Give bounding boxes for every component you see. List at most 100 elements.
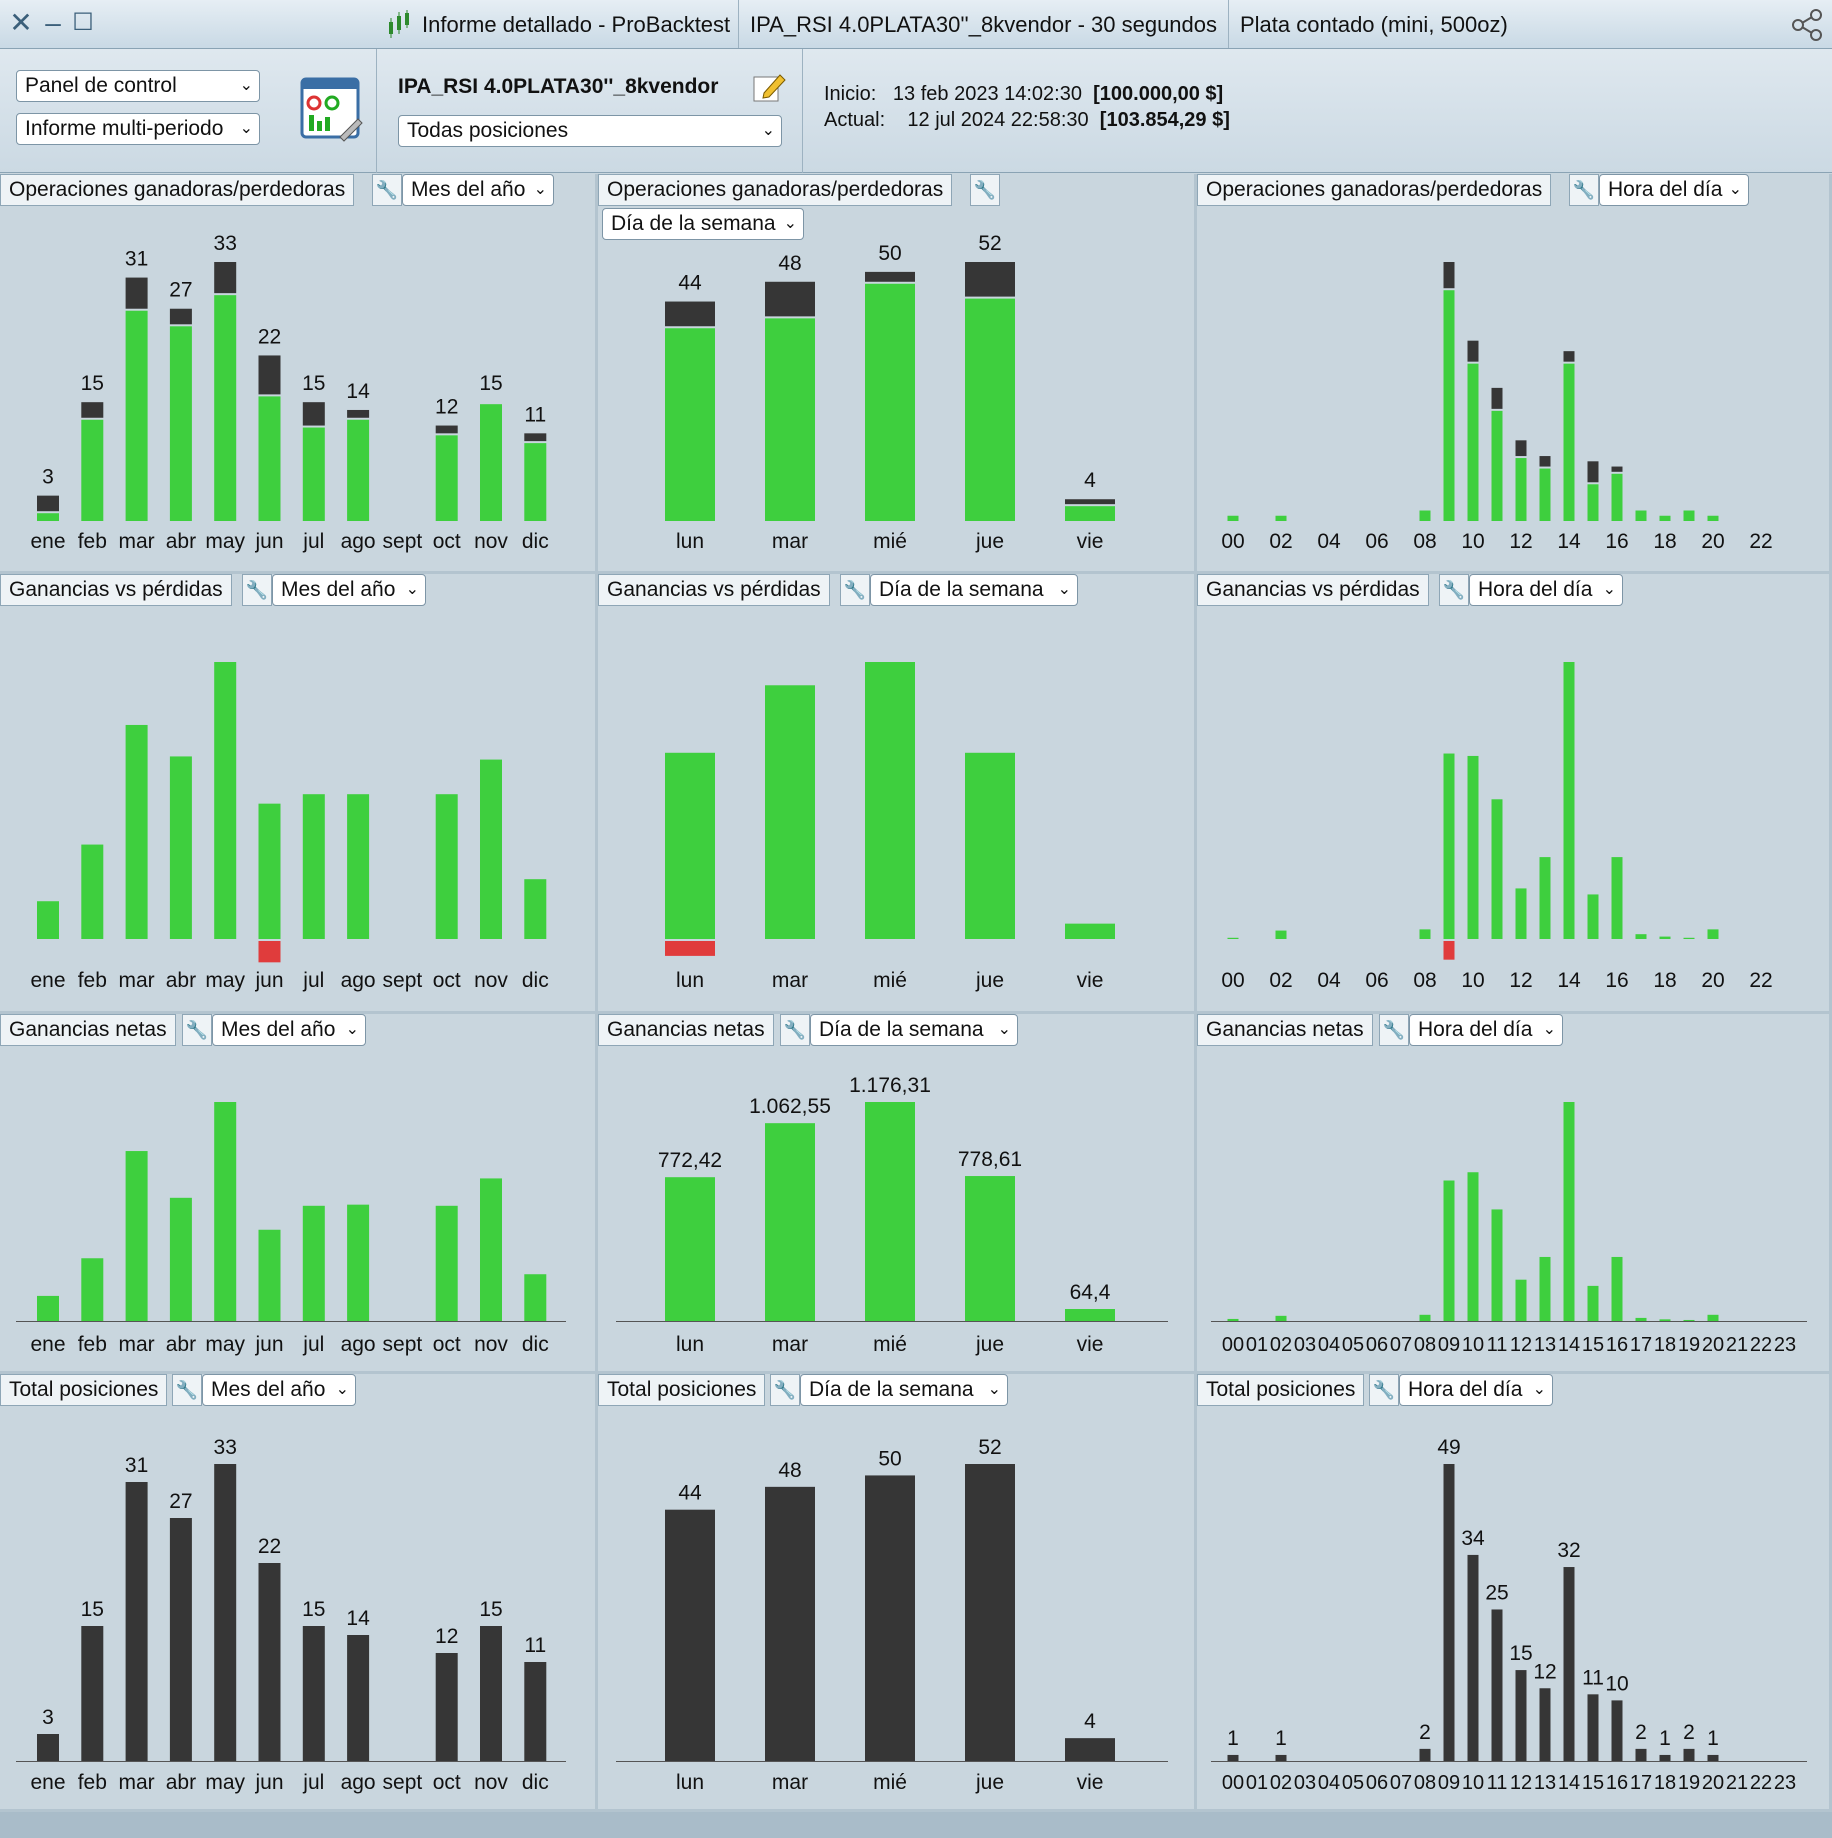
maximize-icon[interactable]: ☐ [72, 9, 94, 36]
x-tick-label: lun [676, 1333, 704, 1356]
bar-win [125, 724, 148, 939]
x-tick-label: jue [975, 1333, 1004, 1356]
period-select[interactable]: Día de la semana ⌄ [800, 1374, 1008, 1406]
x-tick-label: feb [78, 1333, 107, 1356]
period-select[interactable]: Hora del día ⌄ [1469, 574, 1623, 606]
x-tick-label: 21 [1726, 1334, 1748, 1356]
bar-loss [125, 277, 148, 309]
period-select[interactable]: Hora del día ⌄ [1399, 1374, 1553, 1406]
bar-win [347, 419, 370, 521]
wrench-icon[interactable]: 🔧 [182, 1014, 212, 1046]
wrench-icon[interactable]: 🔧 [1569, 174, 1599, 206]
panel-title: Ganancias vs pérdidas [1197, 574, 1429, 606]
x-tick-label: jun [254, 1333, 283, 1356]
panel-total-hour: 00 01 02 03 04 05 06 07 08 09 10 11 12 13 14 15 16 17 18 19… [1197, 1374, 1832, 1812]
bar-loss [1563, 351, 1575, 362]
minimize-icon[interactable]: – [45, 7, 61, 38]
period-select[interactable]: Día de la semana ⌄ [602, 208, 804, 240]
x-tick-label: feb [78, 530, 107, 553]
x-tick-label: 20 [1702, 1772, 1724, 1794]
chevron-down-icon: ⌄ [1542, 1021, 1556, 1038]
bar-loss [865, 271, 915, 282]
wrench-icon[interactable]: 🔧 [780, 1014, 810, 1046]
period-select[interactable]: Mes del año ⌄ [272, 574, 426, 606]
bar-win [214, 295, 237, 521]
chevron-down-icon: ⌄ [335, 1381, 349, 1398]
close-icon[interactable]: ✕ [9, 7, 33, 38]
bar-loss [1539, 456, 1551, 467]
bar [258, 1229, 281, 1321]
wrench-icon[interactable]: 🔧 [1379, 1014, 1409, 1046]
x-tick-label: 06 [1365, 969, 1388, 992]
x-tick-label: mié [873, 1771, 907, 1794]
report-select[interactable]: Informe multi-periodo ⌄ [16, 113, 260, 145]
candlestick-icon [389, 10, 409, 38]
bar-value-label: 15 [479, 1598, 502, 1621]
bar-win [81, 419, 104, 521]
bar-loss [1443, 941, 1455, 960]
x-tick-label: 11 [1487, 1334, 1508, 1356]
positions-select[interactable]: Todas posiciones ⌄ [398, 115, 782, 147]
x-tick-label: 13 [1534, 1772, 1556, 1794]
bar-loss [1611, 466, 1623, 472]
period-select[interactable]: Día de la semana ⌄ [870, 574, 1078, 606]
wrench-icon[interactable]: 🔧 [770, 1374, 800, 1406]
wrench-icon[interactable]: 🔧 [242, 574, 272, 606]
bar-win [1707, 515, 1719, 521]
wrench-icon[interactable]: 🔧 [840, 574, 870, 606]
bar-win [965, 298, 1015, 521]
period-select[interactable]: Mes del año ⌄ [202, 1374, 356, 1406]
x-tick-label: nov [474, 1771, 508, 1794]
period-select[interactable]: Hora del día ⌄ [1599, 174, 1749, 206]
wrench-icon[interactable]: 🔧 [1369, 1374, 1399, 1406]
x-tick-label: 16 [1605, 969, 1628, 992]
x-tick-label: jul [302, 1771, 324, 1794]
x-tick-label: sept [383, 969, 423, 992]
report-settings-icon[interactable] [300, 77, 364, 143]
bar-value-label: 11 [524, 1634, 546, 1657]
chevron-down-icon: ⌄ [783, 215, 797, 232]
x-tick-label: 22 [1750, 1772, 1772, 1794]
x-tick-label: 03 [1294, 1772, 1316, 1794]
period-select[interactable]: Día de la semana ⌄ [810, 1014, 1018, 1046]
bar [1563, 1102, 1575, 1321]
period-select[interactable]: Mes del año ⌄ [212, 1014, 366, 1046]
x-tick-label: jul [302, 1333, 324, 1356]
x-tick-label: sept [383, 1771, 423, 1794]
bar-total-label: 15 [479, 372, 502, 395]
bar-win [865, 283, 915, 521]
wrench-icon[interactable]: 🔧 [970, 174, 1000, 206]
x-tick-label: mié [873, 969, 907, 992]
wrench-icon[interactable]: 🔧 [1439, 574, 1469, 606]
bar [1275, 1754, 1287, 1761]
x-tick-label: 20 [1702, 1334, 1724, 1356]
bar [125, 1482, 148, 1761]
panel-title: Operaciones ganadoras/perdedoras [0, 174, 355, 206]
bar-win [1683, 937, 1695, 939]
panel-title: Total posiciones [1197, 1374, 1365, 1406]
bar-total-label: 50 [878, 242, 901, 265]
chart: 00 01 02 03 04 05 06 07 08 09 10 11 12 13 14 15 16 17 18 19… [1211, 1436, 1807, 1794]
bar-win [865, 662, 915, 939]
wrench-icon[interactable]: 🔧 [172, 1374, 202, 1406]
bar-loss [214, 262, 237, 294]
period-select[interactable]: Hora del día ⌄ [1409, 1014, 1563, 1046]
x-tick-label: mié [873, 1333, 907, 1356]
x-tick-label: nov [474, 530, 508, 553]
share-icon[interactable] [1790, 8, 1824, 42]
panel-ops-weekday: lun mar mié jue vie 44 48 50 52 4 Operaciones gana… [598, 174, 1197, 574]
chevron-down-icon: ⌄ [239, 77, 253, 94]
edit-icon[interactable] [752, 69, 788, 103]
wrench-icon[interactable]: 🔧 [372, 174, 402, 206]
bar-win [258, 396, 281, 521]
bar [865, 1475, 915, 1761]
bar-value-label: 10 [1605, 1672, 1628, 1695]
x-tick-label: oct [433, 969, 461, 992]
x-tick-label: 06 [1366, 1334, 1388, 1356]
panel-title: Ganancias vs pérdidas [0, 574, 232, 606]
period-select[interactable]: Mes del año ⌄ [402, 174, 554, 206]
x-tick-label: 03 [1294, 1334, 1316, 1356]
x-tick-label: 14 [1558, 1334, 1580, 1356]
bar-win [1515, 888, 1527, 939]
panel-select[interactable]: Panel de control ⌄ [16, 70, 260, 102]
